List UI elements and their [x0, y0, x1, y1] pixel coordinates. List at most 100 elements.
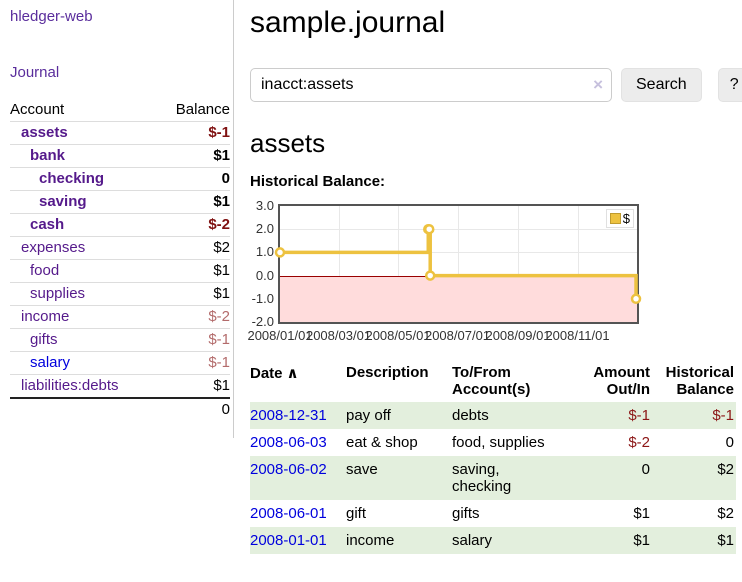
y-gridline: [280, 229, 637, 231]
account-balance: $-1: [208, 124, 230, 141]
chart-plot-area: $: [274, 204, 642, 324]
historical-balance-chart: $ 3.0 2.0 1.0 0.0 -1.0 -2.0 2008/01/01 2008/03/…: [247, 198, 736, 348]
account-balance: $-1: [208, 331, 230, 348]
transaction-date-link[interactable]: 2008-06-02: [250, 461, 327, 478]
account-row: liabilities:debts $1: [10, 374, 230, 399]
transaction-accounts: gifts: [452, 505, 480, 522]
account-balance: $-2: [208, 308, 230, 325]
y-axis-tick-label: -2.0: [251, 314, 274, 329]
account-row: checking 0: [10, 167, 230, 191]
transaction-description: gift: [346, 505, 367, 522]
transaction-row[interactable]: 2008-01-01 income salary $1 $1: [250, 527, 736, 554]
sidebar-nav: Journal: [10, 64, 229, 82]
search-input[interactable]: [250, 68, 612, 102]
account-link[interactable]: supplies: [30, 285, 86, 302]
y-axis-tick-label: 0.0: [255, 267, 274, 283]
transaction-balance: $2: [717, 461, 734, 478]
account-link[interactable]: income: [21, 308, 70, 325]
account-link[interactable]: food: [30, 262, 60, 279]
page-title: sample.journal: [250, 6, 446, 39]
account-row: assets $-1: [10, 121, 230, 145]
account-row: expenses $2: [10, 236, 230, 260]
x-axis-tick-label: 2008/03/01: [305, 328, 372, 343]
x-gridline: [577, 206, 579, 322]
y-axis-tick-label: 2.0: [255, 221, 274, 237]
transaction-accounts: saving, checking: [452, 461, 512, 495]
sidebar: hledger-web Journal Account Balance asse…: [0, 0, 234, 438]
transaction-accounts: salary: [452, 532, 493, 549]
data-point-marker: [423, 223, 435, 235]
chart-title: Historical Balance:: [250, 173, 386, 190]
account-link[interactable]: checking: [39, 170, 105, 187]
y-gridline: [280, 252, 637, 254]
account-balance: $1: [213, 262, 230, 279]
transaction-row[interactable]: 2008-06-03 eat & shop food, supplies $-2 0: [250, 429, 736, 456]
x-gridline: [398, 206, 400, 322]
account-row: cash $-2: [10, 213, 230, 237]
account-link[interactable]: liabilities:debts: [21, 377, 119, 394]
transaction-description: save: [346, 461, 378, 478]
transaction-description: income: [346, 532, 395, 549]
account-row: supplies $1: [10, 282, 230, 306]
x-axis-tick-label: 2008/11/01: [545, 328, 610, 343]
app-brand: hledger-web: [10, 8, 229, 26]
x-axis-tick-label: 2008/01/01: [247, 328, 313, 343]
transaction-balance: $2: [717, 505, 734, 522]
register-header-balance: Historical Balance: [665, 364, 734, 398]
main-content: sample.journal × Search ? assets Histori…: [247, 0, 742, 554]
transaction-row[interactable]: 2008-06-01 gift gifts $1 $2: [250, 500, 736, 527]
negative-region: [280, 275, 637, 322]
account-heading: assets: [250, 128, 326, 158]
register-header-row: Date ∧ Description To/From Account(s) Amo…: [250, 360, 736, 402]
account-balance: $2: [213, 239, 230, 256]
register-header-description: Description: [346, 364, 429, 381]
transaction-date-link[interactable]: 2008-01-01: [250, 532, 327, 549]
transaction-row[interactable]: 2008-06-02 save saving, checking 0 $2: [250, 456, 736, 500]
account-link[interactable]: bank: [30, 147, 66, 164]
transaction-balance: $1: [717, 532, 734, 549]
account-balance: $1: [213, 377, 230, 394]
x-gridline: [518, 206, 519, 322]
transaction-balance: $-1: [712, 407, 734, 424]
clear-search-icon[interactable]: ×: [593, 75, 603, 94]
transaction-date-link[interactable]: 2008-06-01: [250, 505, 327, 522]
account-row: bank $1: [10, 144, 230, 168]
data-point-marker: [424, 270, 436, 281]
transaction-row[interactable]: 2008-12-31 pay off debts $-1 $-1: [250, 402, 736, 429]
transaction-amount: $1: [633, 505, 650, 522]
register-header-accounts: To/From Account(s): [452, 364, 531, 398]
register-header-date[interactable]: Date ∧: [250, 365, 299, 382]
account-link[interactable]: gifts: [30, 331, 58, 348]
account-link[interactable]: cash: [30, 216, 65, 233]
x-axis-tick-label: 2008/05/01: [365, 328, 431, 343]
search-button[interactable]: Search: [621, 68, 702, 102]
accounts-table: Account Balance assets $-1 bank $1 checking 0…: [10, 98, 230, 421]
legend-swatch-icon: [609, 213, 621, 224]
data-point-marker: [274, 247, 286, 258]
account-balance: $-2: [208, 216, 230, 233]
register-table: Date ∧ Description To/From Account(s) Amo…: [250, 360, 736, 554]
search-bar: × Search ?: [250, 68, 742, 102]
account-row: salary $-1: [10, 351, 230, 375]
help-button[interactable]: ?: [717, 68, 742, 102]
account-balance: $-1: [208, 354, 230, 371]
account-link[interactable]: expenses: [21, 239, 86, 256]
transaction-amount: $-2: [628, 434, 650, 451]
account-link[interactable]: assets: [21, 124, 68, 141]
brand-link[interactable]: hledger-web: [10, 8, 93, 25]
register-header-amount: Amount Out/In: [593, 364, 650, 398]
transaction-date-link[interactable]: 2008-12-31: [250, 407, 327, 424]
transaction-amount: 0: [641, 461, 650, 478]
account-balance: $1: [213, 147, 230, 164]
transaction-accounts: food, supplies: [452, 434, 545, 451]
chart-legend: $: [605, 209, 634, 228]
account-row: income $-2: [10, 305, 230, 329]
account-row: gifts $-1: [10, 328, 230, 352]
transaction-date-link[interactable]: 2008-06-03: [250, 434, 327, 451]
account-link[interactable]: saving: [39, 193, 87, 210]
account-link[interactable]: salary: [30, 354, 71, 371]
journal-nav-link[interactable]: Journal: [10, 64, 60, 81]
data-point-marker: [630, 293, 642, 305]
accounts-total-row: 0: [10, 398, 230, 421]
transaction-description: pay off: [346, 407, 391, 424]
